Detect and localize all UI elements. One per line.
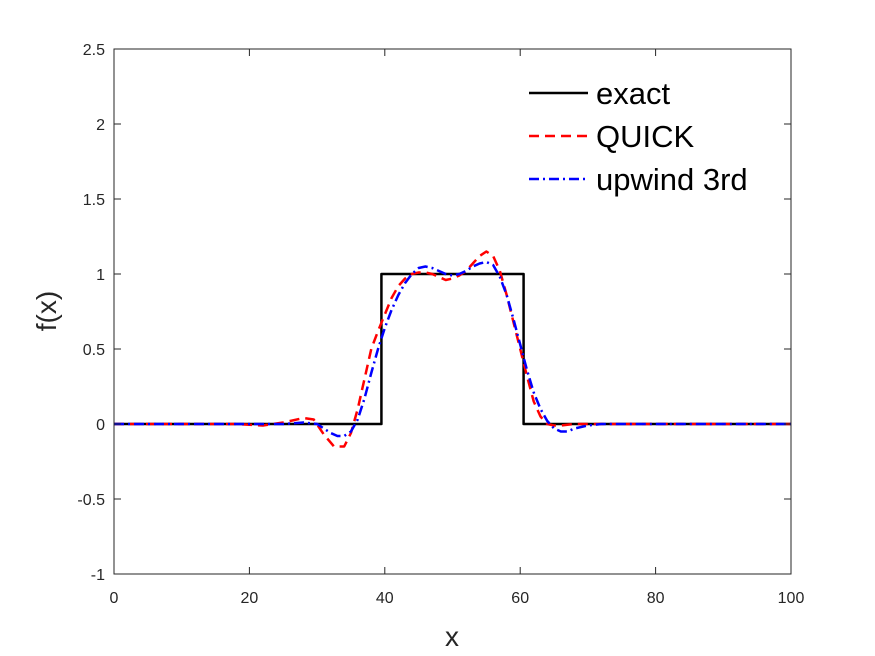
y-axis-label: f(x): [31, 291, 62, 331]
x-tick-label: 0: [110, 590, 119, 607]
ticks-layer: 0 20 40 60 80 100 -1 -0.5 0 0.5 1 1.5 2 2.5: [77, 42, 804, 607]
legend-label-quick: QUICK: [596, 119, 695, 154]
y-tick-label: 1: [96, 267, 105, 284]
y-tick-label: 2.5: [83, 42, 105, 59]
x-tick-label: 80: [647, 590, 665, 607]
series-layer: [114, 250, 791, 448]
series-line-quick: [114, 250, 791, 448]
y-tick-label: 1.5: [83, 192, 105, 209]
x-axis-label: x: [445, 621, 459, 652]
y-tick-label: -0.5: [77, 492, 105, 509]
plot-area-frame: [113, 48, 792, 575]
legend-label-upwind-3rd: upwind 3rd: [596, 162, 748, 197]
x-tick-label: 20: [241, 590, 259, 607]
y-tick-label: -1: [91, 567, 105, 584]
x-tick-label: 40: [376, 590, 394, 607]
y-tick-label: 0.5: [83, 342, 105, 359]
y-tick-label: 0: [96, 417, 105, 434]
x-tick-label: 100: [778, 590, 805, 607]
y-tick-label: 2: [96, 117, 105, 134]
x-tick-label: 60: [511, 590, 529, 607]
legend: exact QUICK upwind 3rd: [529, 76, 748, 197]
legend-label-exact: exact: [596, 76, 670, 111]
